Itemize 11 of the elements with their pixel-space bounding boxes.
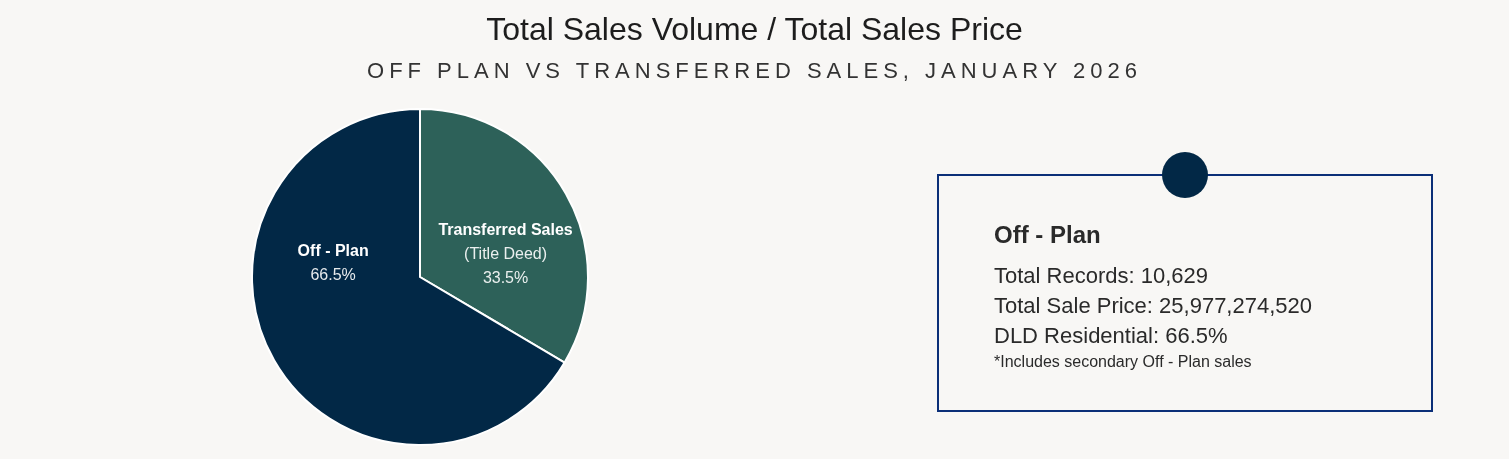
text: Total Sale Price: 25,977,274,520 [994,293,1313,318]
text: DLD Residential: 66.5% [994,323,1228,348]
text: OFF PLAN VS TRANSFERRED SALES, JANUARY 2026 [367,58,1142,83]
data-label: 66.5% [310,265,356,283]
text: Total Records: 10,629 [994,263,1209,288]
text: *Includes secondary Off - Plan sales [994,353,1252,370]
text: Off - Plan [994,221,1101,248]
text: Total Sales Volume / Total Sales Price [486,11,1023,47]
slice-label: Transferred Sales (Title Deed) [438,221,573,263]
data-label: 33.5% [482,269,529,287]
slice-label: Off - Plan [297,241,369,259]
